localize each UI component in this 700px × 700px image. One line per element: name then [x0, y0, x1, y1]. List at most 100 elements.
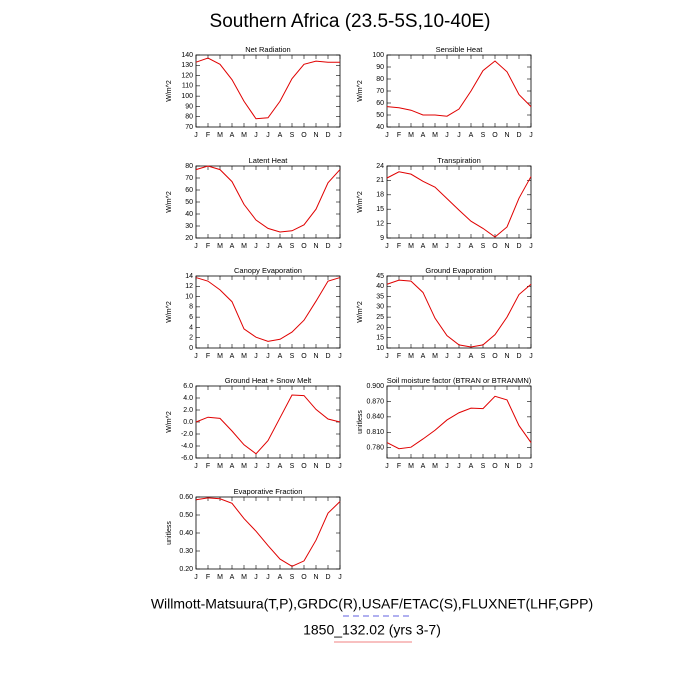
y-tick-label: 0.780 [366, 445, 384, 452]
y-tick-label: 4.0 [183, 395, 193, 402]
x-tick-label: M [241, 243, 247, 250]
y-tick-label: 0.870 [366, 398, 384, 405]
y-axis-label: W/m^2 [166, 191, 173, 213]
y-tick-label: 120 [181, 72, 193, 79]
y-tick-label: 9 [380, 235, 384, 242]
y-tick-label: 130 [181, 62, 193, 69]
x-tick-label: M [241, 132, 247, 139]
x-tick-label: F [397, 353, 401, 360]
y-tick-label: 60 [185, 187, 193, 194]
y-tick-label: 100 [372, 52, 384, 59]
x-tick-label: J [457, 463, 461, 470]
x-tick-label: J [338, 132, 342, 139]
x-tick-label: F [206, 353, 210, 360]
x-tick-label: O [301, 243, 307, 250]
panel-title: Net Radiation [245, 45, 290, 54]
panel-title: Ground Heat + Snow Melt [225, 376, 312, 385]
y-tick-label: 90 [185, 103, 193, 110]
y-tick-label: 6 [189, 314, 193, 321]
x-tick-label: J [457, 132, 461, 139]
panel-title: Transpiration [437, 156, 481, 165]
plot-frame [195, 385, 341, 459]
x-tick-label: D [325, 574, 330, 581]
x-tick-label: N [504, 132, 509, 139]
y-tick-label: 25 [376, 314, 384, 321]
y-tick-label: 2 [189, 335, 193, 342]
x-tick-label: J [338, 463, 342, 470]
x-tick-label: D [516, 353, 521, 360]
x-tick-label: J [529, 463, 533, 470]
x-tick-label: F [206, 132, 210, 139]
data-line [386, 171, 532, 238]
x-tick-label: N [504, 353, 509, 360]
y-tick-label: 4 [189, 324, 193, 331]
x-tick-label: A [230, 132, 235, 139]
panel-title: Canopy Evaporation [234, 266, 302, 275]
y-tick-label: 6.0 [183, 383, 193, 390]
y-tick-label: 20 [185, 235, 193, 242]
y-axis-label: W/m^2 [166, 301, 173, 323]
data-line [386, 279, 532, 348]
plot-frame [386, 165, 532, 239]
y-tick-label: 45 [376, 273, 384, 280]
x-tick-label: M [241, 353, 247, 360]
x-tick-label: J [529, 132, 533, 139]
x-tick-label: D [325, 132, 330, 139]
x-tick-label: J [385, 353, 389, 360]
x-tick-label: J [266, 574, 270, 581]
footer-line: 1850_132.02 (yrs 3-7) [303, 622, 441, 638]
x-tick-label: S [290, 132, 295, 139]
x-tick-label: A [278, 353, 283, 360]
x-tick-label: F [397, 132, 401, 139]
y-tick-label: 70 [185, 175, 193, 182]
x-tick-label: M [217, 132, 223, 139]
x-tick-label: J [254, 574, 258, 581]
y-tick-label: 8 [189, 304, 193, 311]
x-tick-label: J [266, 132, 270, 139]
y-tick-label: 10 [376, 345, 384, 352]
y-tick-label: 24 [376, 163, 384, 170]
y-tick-label: -2.0 [181, 431, 193, 438]
panel-title: Soil moisture factor (BTRAN or BTRANMN) [387, 376, 532, 385]
x-tick-label: F [397, 243, 401, 250]
data-line [195, 394, 341, 455]
x-tick-label: S [481, 353, 486, 360]
y-tick-label: 30 [376, 304, 384, 311]
x-tick-label: N [313, 463, 318, 470]
x-tick-label: M [217, 243, 223, 250]
y-tick-label: 80 [185, 163, 193, 170]
y-tick-label: 18 [376, 192, 384, 199]
x-tick-label: J [194, 353, 198, 360]
data-line [386, 395, 532, 450]
y-axis-label: W/m^2 [357, 80, 364, 102]
x-tick-label: N [504, 463, 509, 470]
x-tick-label: J [529, 353, 533, 360]
x-tick-label: J [338, 353, 342, 360]
x-tick-label: J [266, 463, 270, 470]
y-axis-label: W/m^2 [357, 191, 364, 213]
x-tick-label: D [325, 463, 330, 470]
y-tick-label: 10 [185, 293, 193, 300]
figure-title: Southern Africa (23.5-5S,10-40E) [210, 11, 491, 32]
x-tick-label: O [301, 574, 307, 581]
x-tick-label: A [421, 353, 426, 360]
y-tick-label: 0.900 [366, 383, 384, 390]
y-tick-label: 0.40 [179, 530, 193, 537]
y-tick-label: 80 [185, 114, 193, 121]
y-tick-label: 140 [181, 52, 193, 59]
x-tick-label: A [230, 463, 235, 470]
y-tick-label: 90 [376, 64, 384, 71]
x-tick-label: A [230, 353, 235, 360]
x-tick-label: S [481, 132, 486, 139]
x-tick-label: J [194, 463, 198, 470]
x-tick-label: J [338, 574, 342, 581]
y-tick-label: 2.0 [183, 407, 193, 414]
data-line [195, 165, 341, 233]
x-tick-label: A [469, 132, 474, 139]
data-line [195, 497, 341, 567]
y-tick-label: 100 [181, 93, 193, 100]
x-tick-label: O [492, 132, 498, 139]
y-tick-label: 0 [189, 345, 193, 352]
x-tick-label: N [313, 574, 318, 581]
x-tick-label: O [492, 353, 498, 360]
